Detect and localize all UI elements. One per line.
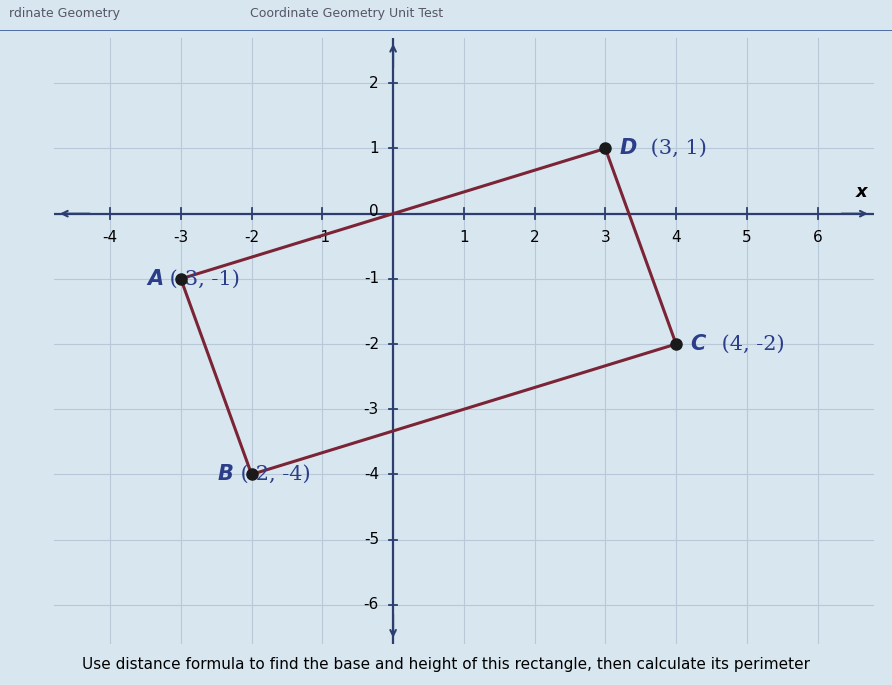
Text: Coordinate Geometry Unit Test: Coordinate Geometry Unit Test (250, 8, 443, 21)
Text: A: A (147, 269, 163, 289)
Text: 2: 2 (369, 76, 379, 91)
Text: -2: -2 (364, 336, 379, 351)
Text: -4: -4 (364, 467, 379, 482)
Text: (-3, -1): (-3, -1) (163, 269, 240, 288)
Text: -2: -2 (244, 230, 260, 245)
Text: 1: 1 (459, 230, 468, 245)
Text: rdinate Geometry: rdinate Geometry (9, 8, 120, 21)
Text: 5: 5 (742, 230, 752, 245)
Text: -6: -6 (364, 597, 379, 612)
Text: Use distance formula to find the base and height of this rectangle, then calcula: Use distance formula to find the base an… (82, 657, 810, 672)
Text: 0: 0 (369, 204, 379, 219)
Text: -3: -3 (364, 401, 379, 416)
Text: -3: -3 (173, 230, 188, 245)
Text: -5: -5 (364, 532, 379, 547)
Text: B: B (218, 464, 234, 484)
Text: x: x (855, 183, 867, 201)
Text: 3: 3 (600, 230, 610, 245)
Text: D: D (619, 138, 637, 158)
Text: -1: -1 (364, 271, 379, 286)
Text: (-2, -4): (-2, -4) (234, 465, 310, 484)
Text: C: C (690, 334, 706, 354)
Text: 1: 1 (369, 141, 379, 156)
Text: -4: -4 (103, 230, 118, 245)
Text: 6: 6 (813, 230, 822, 245)
Text: 4: 4 (672, 230, 681, 245)
Text: (4, -2): (4, -2) (715, 334, 785, 353)
Text: (3, 1): (3, 1) (644, 139, 707, 158)
Text: -1: -1 (315, 230, 330, 245)
Text: 2: 2 (530, 230, 540, 245)
